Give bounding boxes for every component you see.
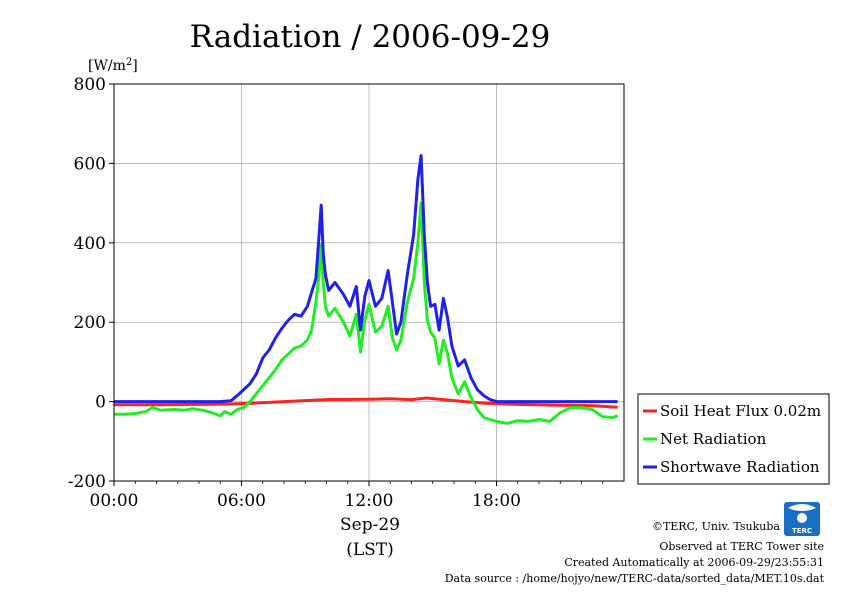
x-tick-label: 12:00	[345, 491, 394, 511]
x-axis-date-label: Sep-29	[340, 515, 400, 535]
series-line-shortwave-radiation	[114, 154, 618, 404]
chart-title: Radiation / 2006-09-29	[190, 19, 551, 55]
x-axis-timezone-label: (LST)	[346, 540, 394, 560]
credit-created: Created Automatically at 2006-09-29/23:5…	[564, 556, 824, 569]
credit-copyright: ©TERC, Univ. Tsukuba	[652, 520, 780, 533]
y-axis-unit: [W/m2]	[88, 57, 138, 74]
terc-logo-text: TERC	[792, 527, 812, 535]
plot-frame	[113, 83, 625, 482]
terc-logo: TERC	[784, 502, 820, 536]
series-line-soil-heat-flux-0-02m	[114, 396, 618, 409]
legend-label: Soil Heat Flux 0.02m	[660, 402, 821, 420]
series-line-net-radiation	[114, 201, 619, 425]
y-tick-label: 200	[74, 313, 106, 333]
y-tick-label: -200	[68, 472, 106, 492]
credit-source: Data source : /home/hojyo/new/TERC-data/…	[445, 572, 825, 585]
series-lines	[114, 154, 619, 425]
y-tick-label: 800	[74, 75, 106, 95]
x-tick-label: 06:00	[217, 491, 266, 511]
y-tick-label: 400	[74, 234, 106, 254]
credit-site: Observed at TERC Tower site	[659, 540, 824, 553]
drop-icon	[797, 513, 807, 523]
x-tick-label: 00:00	[90, 491, 139, 511]
x-tick-label: 18:00	[472, 491, 521, 511]
y-axis-ticks: -200 0 200 400 600 800	[68, 75, 114, 492]
legend-box	[637, 393, 830, 485]
x-axis-ticks: 00:00 06:00 12:00 18:00	[90, 481, 604, 511]
legend-label: Net Radiation	[660, 430, 767, 448]
y-tick-label: 600	[74, 154, 106, 174]
wave-icon	[788, 504, 816, 511]
legend: Soil Heat Flux 0.02m Net Radiation Shortwa…	[637, 393, 830, 485]
legend-label: Shortwave Radiation	[660, 458, 820, 476]
y-tick-label: 0	[95, 393, 106, 413]
